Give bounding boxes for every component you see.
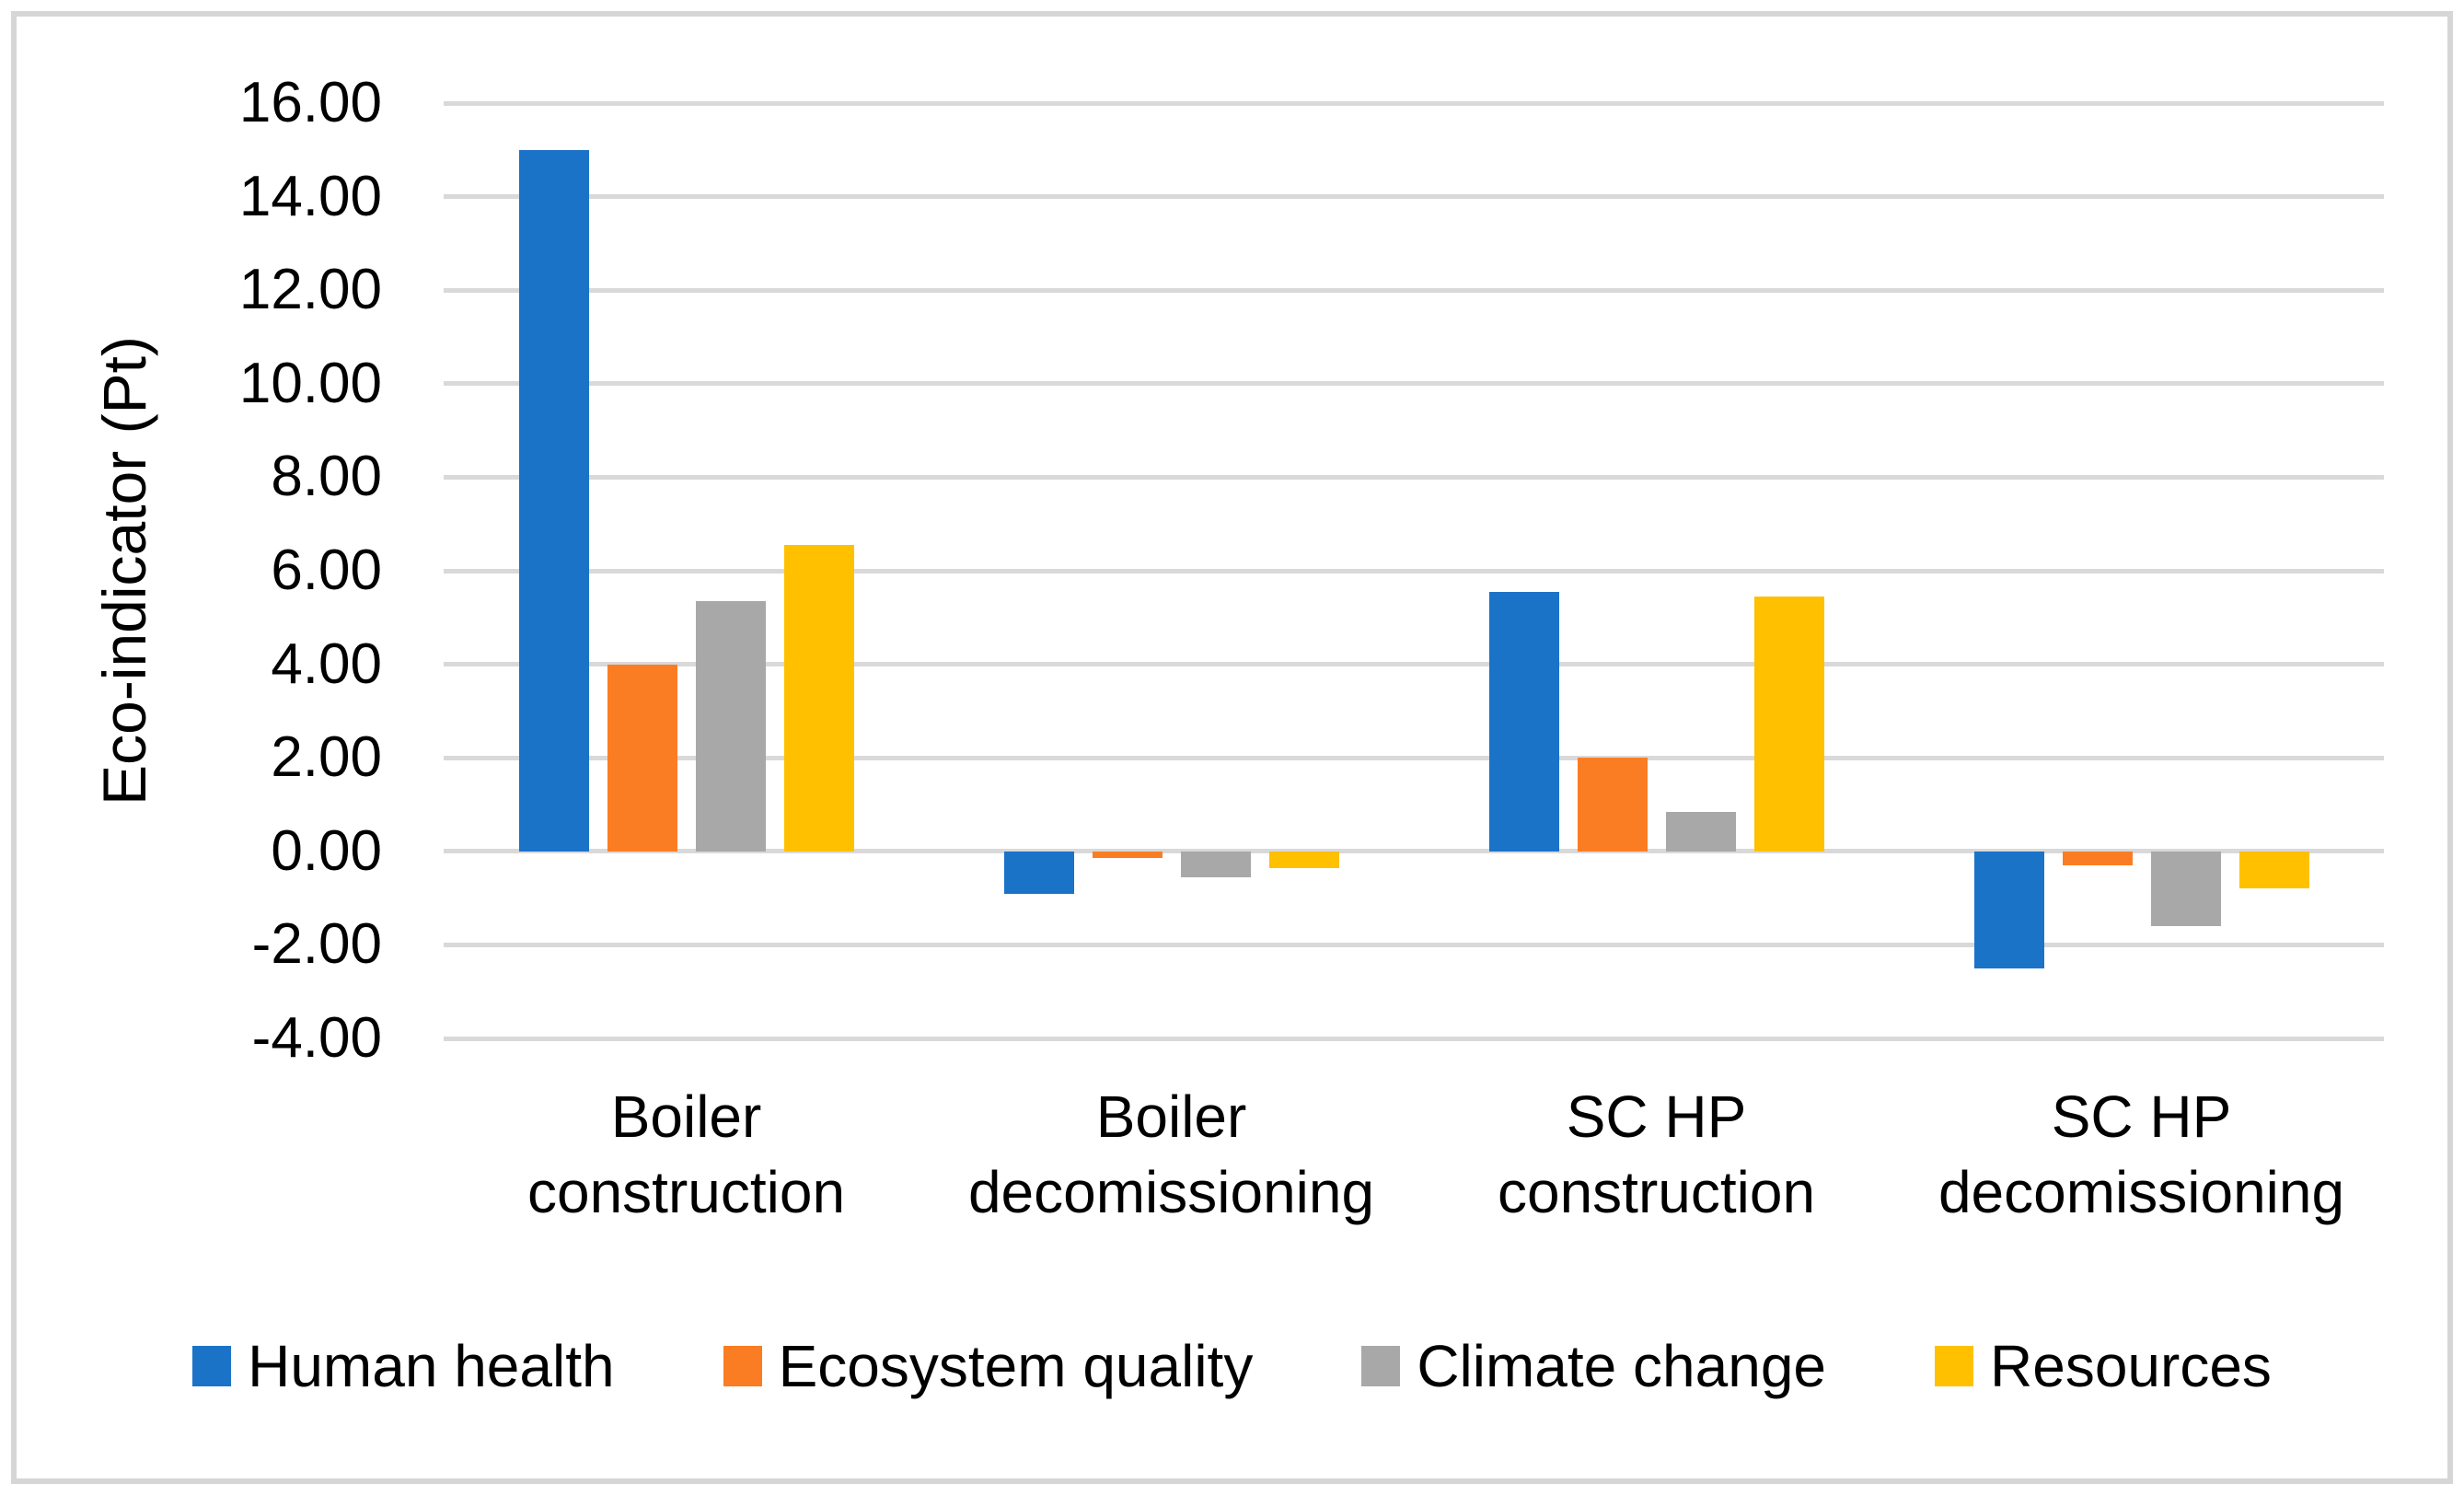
gridline bbox=[444, 1036, 2384, 1041]
bar bbox=[1577, 758, 1648, 852]
y-axis-tick-label: 4.00 bbox=[271, 632, 382, 696]
x-category-label: Boiler decomissioning bbox=[967, 1084, 1375, 1225]
x-category-label: Boiler construction bbox=[526, 1084, 846, 1225]
legend-item: Human health bbox=[192, 1333, 615, 1399]
gridline bbox=[444, 662, 2384, 667]
legend-swatch bbox=[723, 1346, 762, 1386]
legend-label: Resources bbox=[1990, 1333, 2272, 1399]
legend-swatch bbox=[1935, 1346, 1973, 1386]
legend-swatch bbox=[1361, 1346, 1401, 1386]
legend-swatch bbox=[192, 1346, 232, 1386]
bar bbox=[1268, 851, 1339, 868]
gridline bbox=[444, 287, 2384, 293]
y-axis-tick-label: 14.00 bbox=[238, 164, 382, 228]
gridline bbox=[444, 194, 2384, 200]
bar bbox=[1488, 591, 1559, 852]
bar bbox=[1092, 851, 1163, 859]
y-axis-tick-label: 2.00 bbox=[271, 725, 382, 790]
gridline bbox=[444, 474, 2384, 480]
legend-item: Resources bbox=[1935, 1337, 2272, 1396]
y-axis-tick-label: 12.00 bbox=[238, 258, 382, 322]
bar bbox=[1973, 851, 2044, 968]
y-axis-tick-label: 0.00 bbox=[271, 818, 382, 883]
x-category-label: SC HP decomissioning bbox=[1938, 1084, 2345, 1225]
y-axis-tick-label: 16.00 bbox=[238, 71, 382, 134]
bar bbox=[2238, 851, 2309, 889]
gridline bbox=[444, 942, 2384, 947]
legend-label: Ecosystem quality bbox=[778, 1333, 1254, 1399]
bar bbox=[1753, 596, 1824, 852]
bar bbox=[1665, 811, 1736, 852]
y-axis-tick-label: -2.00 bbox=[251, 912, 382, 977]
y-axis-tick-label: 10.00 bbox=[238, 351, 382, 415]
x-category-label: SC HP construction bbox=[1497, 1084, 1816, 1225]
bar bbox=[783, 545, 854, 852]
y-axis-tick-label: 6.00 bbox=[271, 539, 382, 602]
bar bbox=[1003, 851, 1074, 894]
gridline bbox=[444, 849, 2384, 854]
bar bbox=[1180, 851, 1251, 877]
gridline bbox=[444, 568, 2384, 574]
bar bbox=[2062, 851, 2133, 866]
legend-label: Human health bbox=[248, 1333, 615, 1399]
gridline bbox=[444, 755, 2384, 760]
y-axis-tick-label: -4.00 bbox=[251, 1006, 382, 1070]
legend-item: Climate change bbox=[1361, 1337, 1826, 1396]
legend-item: Ecosystem quality bbox=[723, 1333, 1254, 1399]
bar bbox=[2150, 851, 2221, 927]
legend: Human health Ecosystem quality Climate cha… bbox=[0, 1324, 2464, 1408]
bar bbox=[518, 149, 589, 852]
gridline bbox=[444, 100, 2384, 106]
legend-label: Climate change bbox=[1417, 1333, 1826, 1399]
gridline bbox=[444, 381, 2384, 387]
bar bbox=[695, 601, 766, 852]
bar bbox=[607, 664, 677, 852]
y-axis-tick-label: 8.00 bbox=[271, 445, 382, 509]
